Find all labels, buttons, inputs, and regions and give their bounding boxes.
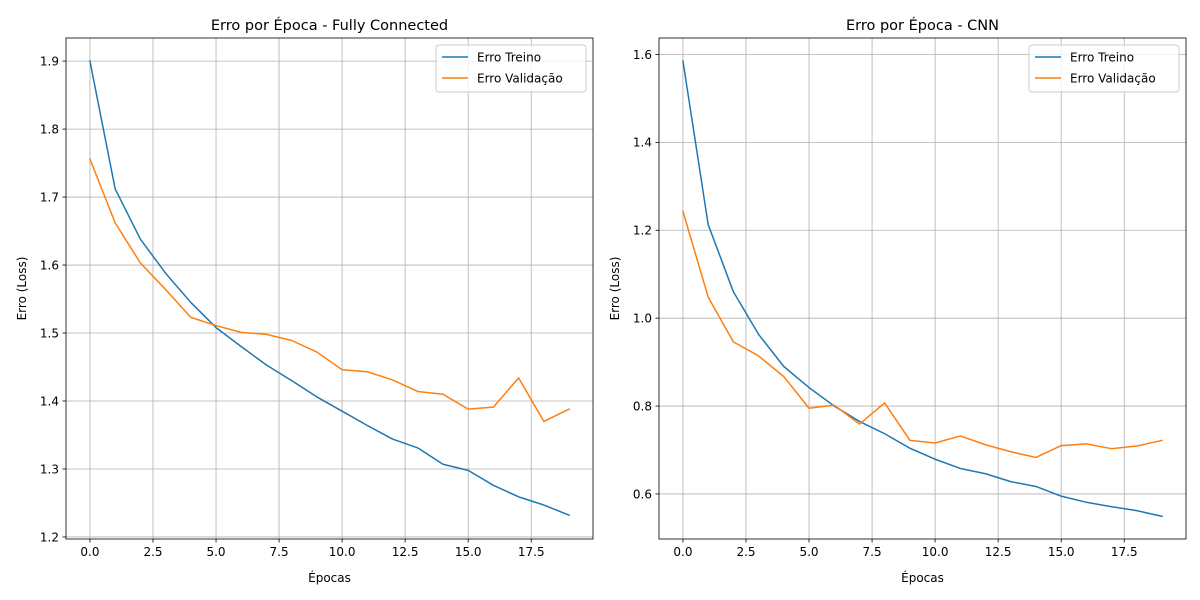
x-tick-label: 10.0	[922, 545, 949, 559]
plot-area	[659, 38, 1186, 539]
y-tick-label: 1.5	[40, 326, 59, 340]
series-line-validacao	[88, 158, 571, 423]
chart-1: 0.0 2.5 5.0 7.5 10.0 12.5 15.0 17.5 1.2 1.3 1.4 1.5…	[15, 17, 594, 585]
legend-box	[1028, 44, 1180, 93]
x-tick-label: 0.0	[673, 545, 692, 559]
grid	[66, 38, 593, 539]
chart-title: Erro por Época - CNN	[846, 17, 999, 34]
y-tick-label: 1.2	[40, 530, 59, 544]
x-axis-label: Épocas	[308, 570, 351, 585]
y-tick-label: 1.9	[40, 54, 59, 68]
series-line-treino	[682, 60, 1163, 518]
x-tick-label: 12.5	[985, 545, 1012, 559]
x-tick-label: 15.0	[1048, 545, 1075, 559]
plot-area	[66, 38, 593, 539]
series-line-validacao	[682, 210, 1163, 459]
chart-title: Erro por Época - Fully Connected	[211, 17, 448, 34]
y-tick-label: 1.2	[633, 224, 652, 238]
y-axis-label: Erro (Loss)	[608, 257, 622, 321]
x-tick-label: 5.0	[206, 545, 225, 559]
x-axis-label: Épocas	[901, 570, 944, 585]
x-tick-label: 0.0	[80, 545, 99, 559]
axes-frame	[65, 37, 594, 540]
chart-2: 0.0 2.5 5.0 7.5 10.0 12.5 15.0 17.5 0.6 0.8 1.0 1.2…	[608, 17, 1187, 585]
y-tick-label: 1.6	[633, 48, 652, 62]
y-tick-label: 1.4	[40, 394, 59, 408]
y-tick-label: 0.8	[633, 399, 652, 413]
x-tick-label: 17.5	[1111, 545, 1138, 559]
x-tick-label: 7.5	[863, 545, 882, 559]
x-tick-label: 17.5	[518, 545, 545, 559]
y-tick-label: 1.6	[40, 258, 59, 272]
legend-label: Erro Treino	[1070, 50, 1134, 64]
y-tick-label: 0.6	[633, 487, 652, 501]
x-tick-label: 10.0	[329, 545, 356, 559]
legend: Erro Treino Erro Validação	[1028, 44, 1180, 93]
y-tick-label: 1.7	[40, 190, 59, 204]
x-tick-label: 7.5	[270, 545, 289, 559]
x-tick-label: 12.5	[392, 545, 419, 559]
legend-label: Erro Treino	[477, 50, 541, 64]
legend-box	[435, 44, 587, 93]
legend-label: Erro Validação	[477, 71, 563, 85]
x-tick-label: 2.5	[143, 545, 162, 559]
x-tick-label: 2.5	[736, 545, 755, 559]
grid	[659, 38, 1186, 539]
y-tick-label: 1.8	[40, 122, 59, 136]
legend-label: Erro Validação	[1070, 71, 1156, 85]
y-tick-label: 1.4	[633, 136, 652, 150]
y-axis-label: Erro (Loss)	[15, 257, 29, 321]
x-tick-label: 5.0	[799, 545, 818, 559]
axes-frame	[658, 37, 1187, 540]
series-line-treino	[89, 60, 571, 517]
legend: Erro Treino Erro Validação	[435, 44, 587, 93]
y-tick-label: 1.3	[40, 462, 59, 476]
y-tick-label: 1.0	[633, 311, 652, 325]
x-tick-label: 15.0	[455, 545, 482, 559]
